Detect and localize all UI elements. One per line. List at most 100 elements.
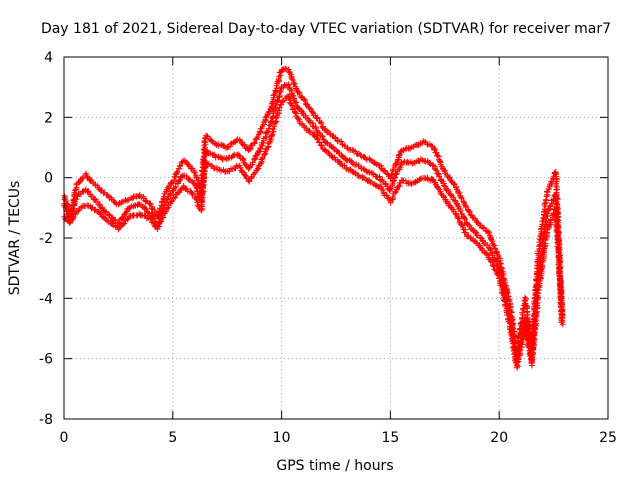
data-point <box>296 90 303 97</box>
data-point <box>555 254 562 261</box>
data-point <box>323 139 329 146</box>
data-point <box>291 80 298 87</box>
data-point <box>489 259 496 266</box>
data-point <box>295 89 302 95</box>
data-point <box>258 125 265 132</box>
data-point <box>351 169 358 176</box>
data-point <box>253 135 260 142</box>
data-point <box>334 137 341 144</box>
data-point <box>516 348 523 354</box>
data-point <box>395 183 402 190</box>
data-point <box>268 132 275 139</box>
data-point <box>71 201 77 208</box>
data-point <box>543 196 550 203</box>
data-point <box>435 170 442 177</box>
data-point <box>251 140 258 147</box>
data-point <box>490 242 497 249</box>
x-tick-label: 0 <box>60 430 69 446</box>
data-point <box>142 198 149 205</box>
data-point <box>332 134 339 141</box>
data-point <box>242 172 249 179</box>
data-point <box>175 165 182 172</box>
data-point <box>450 180 457 187</box>
data-point <box>389 178 396 185</box>
data-point <box>176 177 183 184</box>
data-point <box>201 156 208 163</box>
data-point <box>330 145 337 152</box>
y-tick-label: -4 <box>39 291 53 307</box>
data-point <box>301 96 308 103</box>
data-point <box>227 141 234 148</box>
data-point <box>163 196 170 203</box>
x-axis-ticks: 0 5 10 15 20 25 <box>60 57 617 446</box>
data-point <box>457 207 464 214</box>
series-track-1 <box>61 65 566 357</box>
data-point <box>508 331 515 338</box>
data-point <box>143 205 149 212</box>
data-point <box>501 297 507 304</box>
data-point <box>68 210 75 217</box>
data-point <box>485 228 492 235</box>
data-point <box>511 351 518 358</box>
data-point <box>400 146 406 153</box>
data-point <box>347 157 354 164</box>
data-point <box>555 265 562 272</box>
data-point <box>288 76 295 83</box>
data-point <box>295 115 302 122</box>
y-axis-ticks: -8 -6 -4 -2 0 2 4 <box>39 50 608 428</box>
data-point <box>272 119 279 126</box>
data-point <box>395 151 402 158</box>
data-point <box>208 137 215 144</box>
data-point <box>124 197 131 204</box>
data-point <box>79 175 86 182</box>
data-point <box>247 146 253 153</box>
data-point <box>302 97 309 104</box>
data-point <box>432 166 439 173</box>
data-marks <box>61 65 566 371</box>
data-point <box>536 274 543 281</box>
x-tick-label: 25 <box>599 430 617 446</box>
y-tick-label: 4 <box>44 50 53 66</box>
data-point <box>494 251 501 258</box>
data-point <box>237 164 244 171</box>
data-point <box>426 160 433 166</box>
data-point <box>462 216 469 223</box>
data-point <box>486 229 493 236</box>
data-point <box>554 233 561 240</box>
data-point <box>389 193 396 200</box>
data-point <box>547 181 554 188</box>
data-point <box>83 170 90 177</box>
data-point <box>456 215 462 222</box>
data-point <box>266 122 273 129</box>
data-point <box>318 142 325 149</box>
data-point <box>541 200 548 207</box>
data-point <box>363 167 370 174</box>
data-point <box>240 155 246 162</box>
data-point <box>111 217 118 224</box>
data-point <box>192 195 199 202</box>
y-tick-label: 2 <box>44 110 53 126</box>
data-point <box>249 159 256 166</box>
data-point <box>544 210 551 217</box>
data-point <box>386 186 393 193</box>
data-point <box>279 98 286 105</box>
data-point <box>429 176 436 183</box>
data-point <box>544 189 551 196</box>
x-tick-label: 15 <box>381 430 399 446</box>
data-point <box>369 170 376 177</box>
data-point <box>293 85 299 92</box>
data-point <box>177 162 184 169</box>
data-point <box>405 145 412 152</box>
x-axis-label: GPS time / hours <box>276 458 393 474</box>
data-point <box>558 314 565 321</box>
x-tick-label: 5 <box>168 430 177 446</box>
data-point <box>225 155 232 162</box>
data-point <box>328 153 335 160</box>
data-point <box>433 167 440 174</box>
data-point <box>167 191 174 198</box>
data-point <box>517 346 524 353</box>
data-point <box>121 220 128 227</box>
data-point <box>162 208 169 215</box>
y-tick-label: -2 <box>39 231 53 247</box>
data-point <box>514 359 521 366</box>
